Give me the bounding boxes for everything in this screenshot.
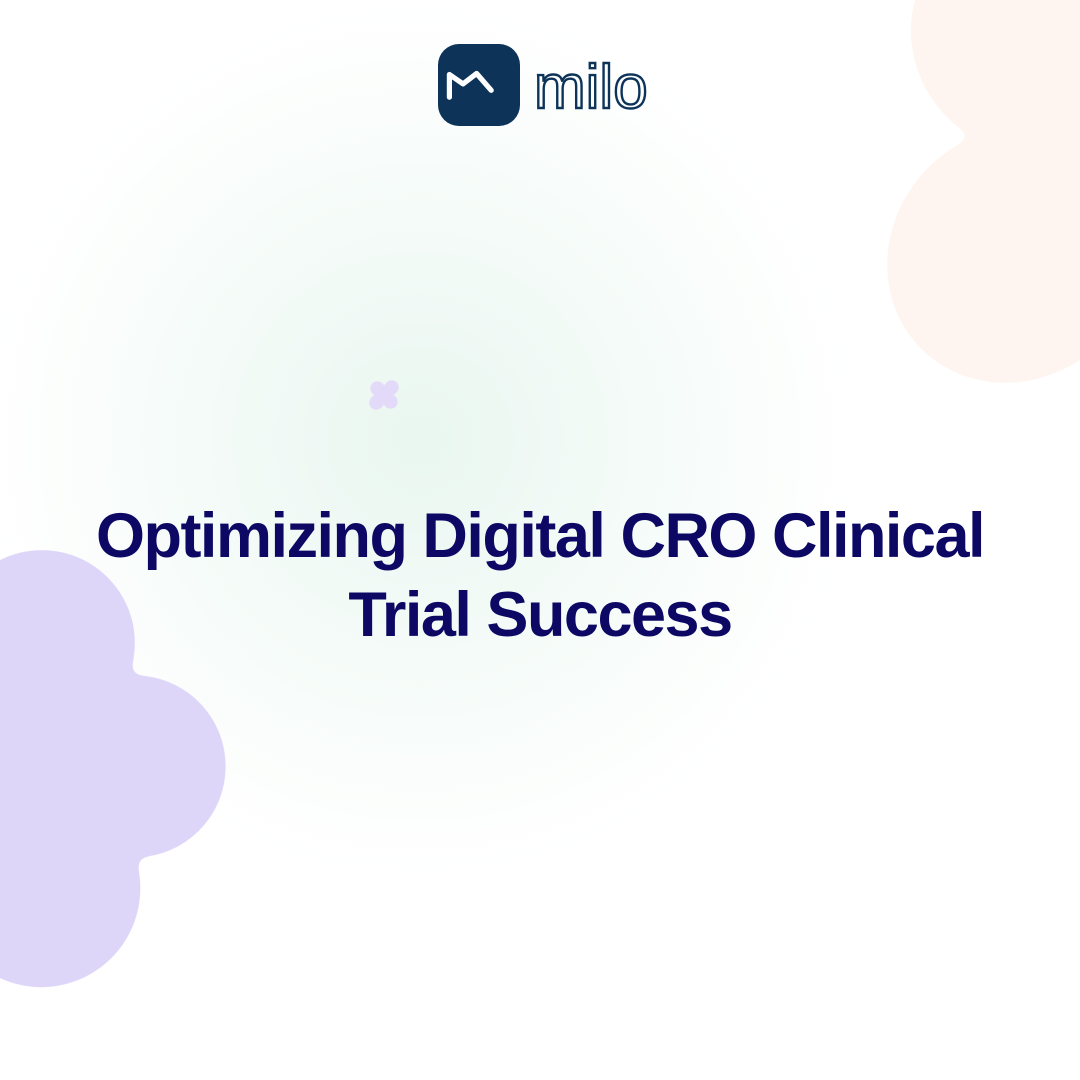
svg-text:milo: milo	[534, 53, 648, 122]
